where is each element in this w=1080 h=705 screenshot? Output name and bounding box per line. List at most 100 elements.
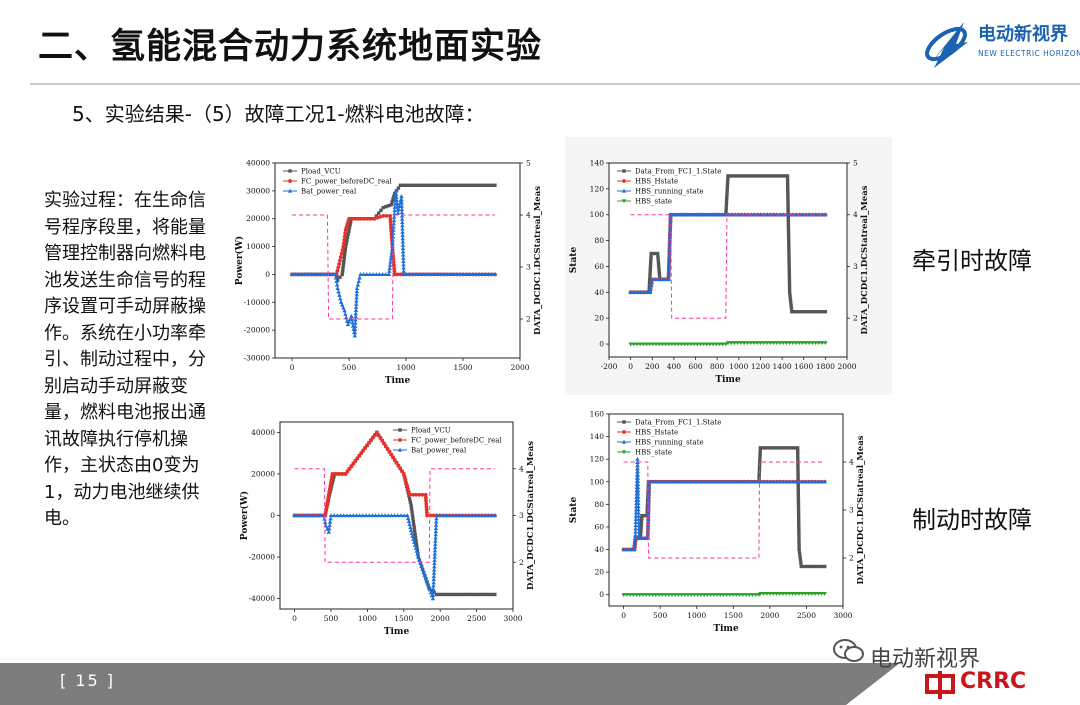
data-point (431, 567, 437, 572)
data-point (327, 272, 332, 277)
data-point (734, 593, 739, 598)
data-point (631, 290, 637, 294)
data-point (393, 191, 399, 196)
data-point (710, 212, 715, 217)
x-tick-label: 1500 (394, 614, 413, 623)
crrc-brand: CRRC (960, 669, 1027, 694)
data-point (676, 342, 681, 347)
data-point (787, 268, 791, 272)
data-point (785, 183, 790, 188)
data-point (796, 591, 802, 596)
data-point (757, 473, 761, 478)
data-point (796, 484, 800, 488)
data-point (318, 513, 323, 518)
data-point (657, 264, 661, 269)
data-point (389, 253, 394, 258)
data-point (667, 241, 672, 246)
data-point (424, 510, 429, 515)
data-point (647, 593, 652, 598)
data-point (299, 272, 304, 277)
data-point (714, 342, 719, 347)
footer-bar: [ 15 ] (0, 663, 900, 705)
data-point (646, 510, 651, 515)
data-point (361, 216, 366, 221)
data-point (340, 472, 345, 476)
data-point (639, 530, 643, 534)
x-axis-label: Time (384, 627, 410, 637)
data-point (765, 479, 770, 484)
data-point (786, 446, 791, 450)
data-point (648, 277, 652, 282)
data-point (738, 341, 744, 346)
data-point (730, 593, 736, 598)
data-point (343, 472, 348, 476)
data-point (787, 280, 792, 285)
data-point (408, 528, 414, 532)
data-point (621, 547, 626, 552)
data-point (710, 342, 716, 347)
x-axis-label: Time (713, 624, 739, 634)
data-point (330, 472, 335, 476)
data-point (421, 569, 426, 574)
data-point (380, 438, 385, 443)
data-point (338, 513, 343, 518)
y2-tick-label: 3 (849, 506, 854, 515)
data-point (692, 593, 697, 598)
braking-power-chart: 0 500 1000 1500 2000 2500 3000 -40000 -20000 0 200… (228, 412, 548, 644)
data-point (691, 479, 697, 484)
data-point (370, 513, 375, 518)
data-point (383, 444, 388, 449)
data-point (423, 492, 428, 497)
data-point (632, 538, 638, 543)
data-point (405, 483, 410, 488)
data-point (777, 591, 782, 596)
data-point (424, 578, 429, 583)
data-point (787, 290, 792, 295)
data-point (338, 275, 342, 279)
data-point (796, 468, 800, 472)
data-point (407, 497, 412, 501)
data-point (771, 446, 775, 450)
data-point (354, 295, 359, 300)
data-point (489, 272, 494, 277)
data-point (786, 216, 790, 220)
traction-power-chart: 0 500 1000 1500 2000 -30000 -20000 -10000 0 10000… (230, 155, 550, 395)
data-point (816, 310, 821, 314)
data-point (395, 272, 400, 277)
data-point (430, 589, 436, 594)
data-point (666, 257, 672, 262)
data-point (787, 591, 792, 596)
data-point (388, 217, 393, 221)
series-line (623, 461, 825, 559)
data-point (643, 593, 649, 598)
data-point (434, 516, 439, 521)
data-point (444, 513, 449, 518)
data-point (803, 479, 808, 484)
y-tick-label: 40 (594, 545, 604, 554)
data-point (430, 272, 436, 277)
data-point (302, 272, 307, 277)
data-point (742, 341, 747, 346)
data-point (343, 244, 348, 249)
legend-marker-symbol (622, 420, 626, 424)
data-point (349, 464, 354, 469)
data-point (667, 248, 672, 252)
data-point (388, 214, 392, 218)
data-point (786, 196, 790, 201)
data-point (347, 513, 353, 518)
data-point (460, 592, 465, 597)
x-tick-label: 0 (621, 611, 626, 620)
data-point (391, 221, 396, 226)
data-point (809, 479, 815, 484)
legend-marker-symbol (288, 169, 292, 173)
data-point (479, 272, 485, 277)
legend-label: HBS_state (635, 449, 672, 457)
data-point (803, 341, 809, 346)
data-point (351, 461, 356, 466)
data-point (725, 341, 731, 346)
data-point (694, 212, 699, 217)
data-point (729, 174, 733, 178)
data-point (342, 308, 347, 313)
y-axis-label: State (569, 247, 579, 274)
data-point (738, 174, 743, 178)
